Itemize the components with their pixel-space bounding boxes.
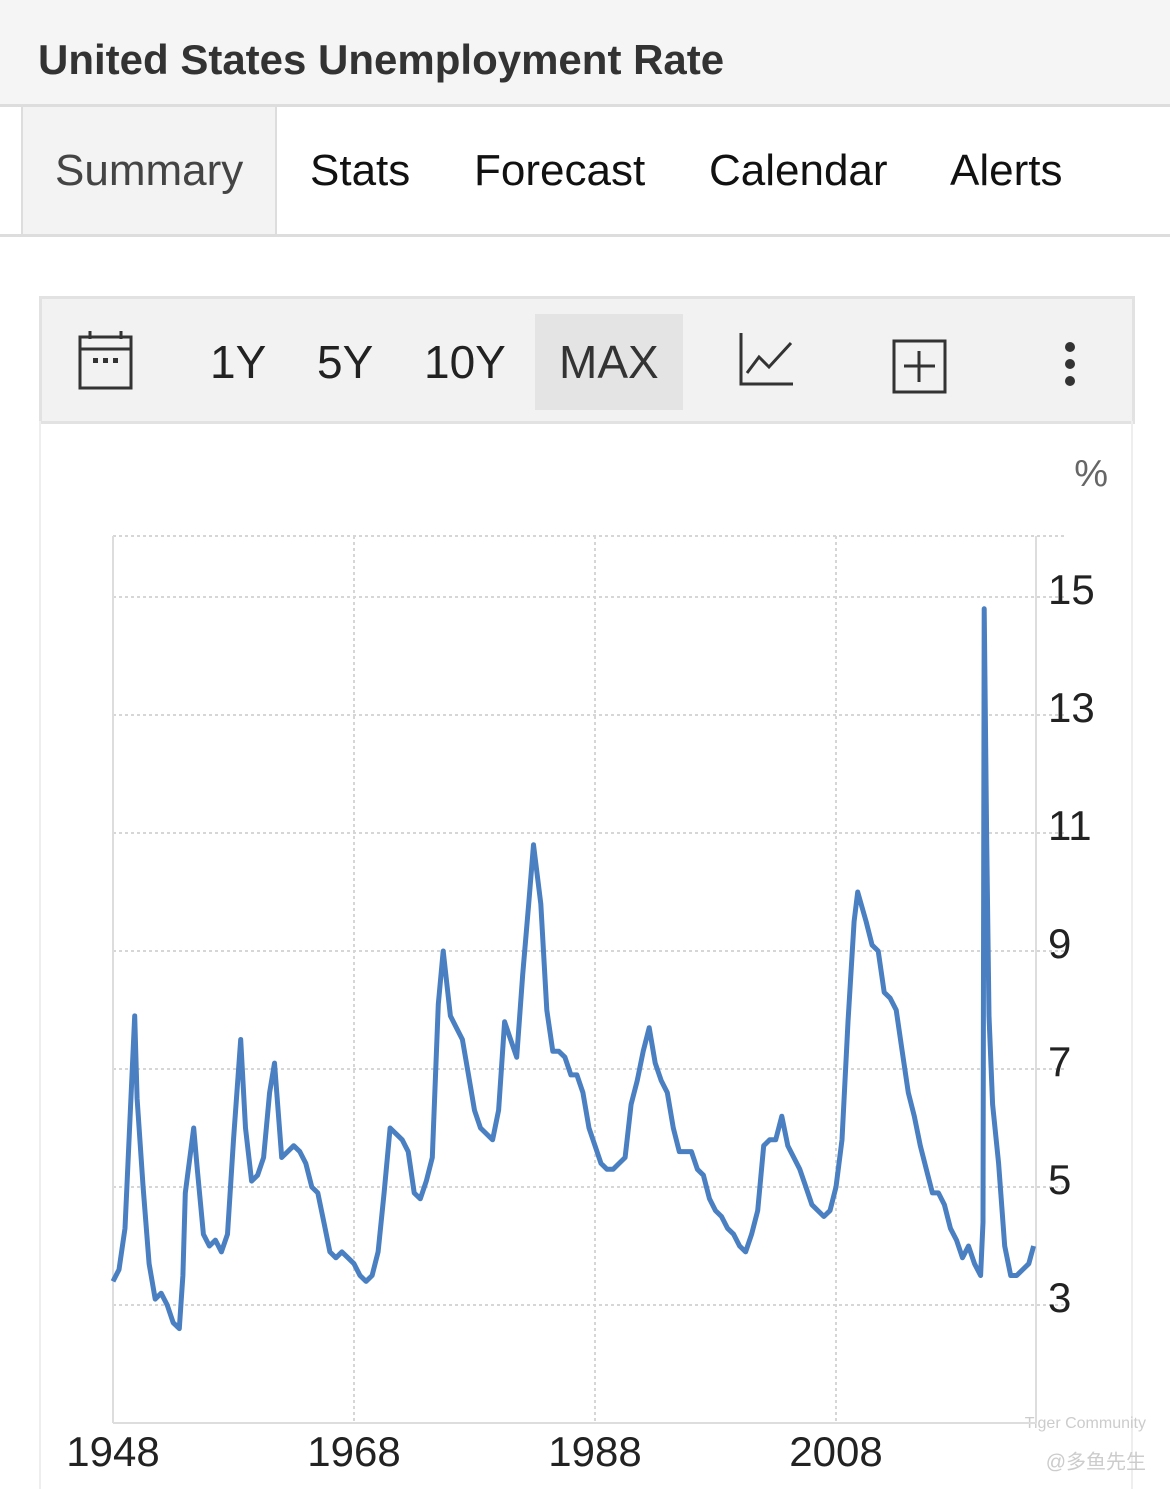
x-tick-label: 2008: [789, 1428, 882, 1475]
add-indicator-icon[interactable]: [892, 339, 948, 395]
y-tick-label: 5: [1048, 1156, 1071, 1203]
y-axis-unit: %: [1074, 453, 1108, 495]
chart-frame: [39, 421, 1133, 1489]
data-line: [110, 606, 1037, 1332]
tab[interactable]: Calendar: [709, 146, 888, 195]
x-tick-label: 1988: [548, 1428, 641, 1475]
y-tick-label: 11: [1048, 802, 1092, 849]
chart-type-icon[interactable]: [739, 333, 795, 387]
calendar-icon[interactable]: [78, 331, 134, 391]
tab-bar: Summary Stats Forecast Calendar Alerts: [0, 107, 1170, 237]
header: United States Unemployment Rate: [0, 0, 1170, 107]
x-tick-label: 1968: [307, 1428, 400, 1475]
y-tick-label: 7: [1048, 1038, 1071, 1085]
tab[interactable]: Summary: [21, 107, 278, 234]
watermark: @多鱼先生: [1046, 1450, 1146, 1473]
page-title: United States Unemployment Rate: [38, 36, 725, 83]
more-icon[interactable]: [1060, 341, 1080, 387]
watermark: Tiger Community: [1025, 1415, 1146, 1432]
x-tick-label: 1948: [66, 1428, 159, 1475]
range-button[interactable]: 10Y: [424, 336, 506, 388]
range-button[interactable]: 1Y: [210, 336, 267, 388]
tab[interactable]: Stats: [310, 146, 411, 195]
y-tick-label: 9: [1048, 920, 1071, 967]
range-button[interactable]: MAX: [535, 314, 683, 410]
tab[interactable]: Forecast: [474, 146, 646, 195]
range-button[interactable]: 5Y: [317, 336, 374, 388]
toolbar: 1Y 5Y 10Y MAX: [39, 296, 1135, 424]
tab[interactable]: Alerts: [950, 146, 1063, 195]
y-tick-label: 15: [1048, 566, 1095, 613]
y-tick-label: 3: [1048, 1274, 1071, 1321]
y-tick-label: 13: [1048, 684, 1095, 731]
